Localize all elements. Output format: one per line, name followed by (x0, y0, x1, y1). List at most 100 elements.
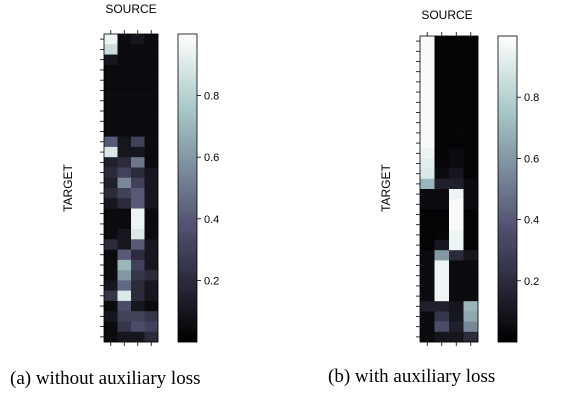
colorbar-segment (498, 84, 517, 89)
heatmap-cell (131, 85, 145, 96)
heatmap-cell (104, 157, 118, 168)
colorbar-segment (178, 212, 197, 217)
colorbar-segment (498, 100, 517, 104)
heatmap-cell (117, 95, 132, 107)
colorbar-segment (178, 37, 197, 41)
heatmap-cell (104, 85, 118, 96)
heatmap-cell (449, 66, 464, 78)
heatmap-cell (463, 148, 479, 159)
colorbar-segment (178, 64, 197, 69)
heatmap-cell (104, 75, 118, 86)
source-axis-title: SOURCE (105, 2, 156, 16)
heatmap-cell (144, 116, 159, 127)
colorbar-segment (178, 120, 197, 124)
colorbar-segment (498, 185, 517, 190)
colorbar-segment (498, 198, 517, 202)
colorbar-segment (178, 55, 197, 59)
heatmap-cell (117, 167, 132, 179)
colorbar-segment (498, 293, 517, 297)
colorbar-frame (497, 35, 518, 343)
heatmap-cell (434, 331, 450, 343)
colorbar-segment (498, 136, 517, 141)
heatmap-cell (104, 34, 118, 45)
heatmap-cell (131, 259, 145, 271)
heatmap-cell (449, 189, 464, 200)
colorbar-segment (178, 80, 197, 84)
colorbar-segment (178, 86, 197, 90)
heatmap-cell (420, 291, 435, 302)
heatmap-cell (449, 301, 464, 312)
heatmap-cell (434, 270, 450, 282)
colorbar-segment (498, 189, 517, 193)
colorbar-segment (498, 81, 517, 86)
heatmap-cell (131, 311, 145, 322)
colorbar-segment (178, 157, 197, 161)
colorbar-segment (178, 89, 197, 93)
heatmap-cell (117, 34, 132, 45)
heatmap-cell (131, 290, 145, 302)
colorbar-segment (498, 219, 517, 223)
heatmap-cell (420, 56, 435, 67)
colorbar-segment (498, 130, 517, 135)
heatmap-cell (420, 36, 435, 47)
colorbar-segment (498, 72, 517, 77)
colorbar-segment (178, 40, 197, 44)
colorbar-segment (498, 78, 517, 83)
colorbar-segment (498, 94, 517, 98)
colorbar-segment (498, 286, 517, 291)
colorbar-segment (498, 216, 517, 220)
heatmap-cell (434, 46, 450, 57)
colorbar-segment (498, 173, 517, 178)
heatmap-cell (463, 311, 479, 322)
colorbar-segment (178, 197, 197, 201)
heatmap-cell (420, 270, 435, 282)
colorbar-segment (498, 329, 517, 334)
colorbar-segment (498, 259, 517, 263)
colorbar-segment (178, 83, 197, 87)
heatmap-cell (420, 240, 435, 251)
colorbar-segment (178, 101, 197, 106)
heatmap-cell (449, 56, 464, 67)
heatmap-cell (449, 178, 464, 190)
heatmap-cell (463, 46, 479, 57)
heatmap-cell (144, 280, 159, 291)
colorbar-segment (178, 231, 197, 235)
heatmap-cell (449, 138, 464, 149)
heatmap-cell (117, 64, 132, 76)
heatmap-cell (434, 107, 450, 118)
heatmap-cell (463, 36, 479, 47)
heatmap-cell (104, 54, 118, 66)
colorbar-segment (178, 298, 197, 303)
heatmap-cell (131, 136, 145, 148)
colorbar-segment (498, 97, 517, 101)
colorbar-segment (178, 114, 197, 118)
heatmap-cell (463, 168, 479, 180)
colorbar-segment (178, 329, 197, 334)
heatmap-cell (420, 219, 435, 231)
heatmap-cell (144, 259, 159, 271)
colorbar-segment (178, 129, 197, 133)
colorbar-segment (178, 126, 197, 130)
colorbar-segment (178, 261, 197, 266)
heatmap-cell (449, 117, 464, 129)
colorbar-segment (178, 218, 197, 223)
heatmap-cell (144, 105, 159, 117)
heatmap-cell (463, 280, 479, 292)
heatmap-cell (434, 291, 450, 302)
colorbar-segment (498, 36, 517, 40)
heatmap-cell (420, 127, 435, 139)
heatmap-cell (434, 280, 450, 292)
heatmap-cell (463, 240, 479, 251)
heatmap-cell (117, 280, 132, 291)
colorbar-segment (498, 320, 517, 324)
colorbar-segment (498, 155, 517, 159)
colorbar-segment (498, 66, 517, 70)
colorbar-tick-label: 0.2 (524, 276, 539, 288)
heatmap-cell (434, 209, 450, 220)
colorbar-segment (178, 320, 197, 324)
colorbar-segment (178, 123, 197, 127)
heatmap-cell (104, 116, 118, 127)
heatmap-cell (104, 208, 118, 220)
colorbar-segment (178, 98, 197, 103)
colorbar-segment (498, 332, 517, 337)
